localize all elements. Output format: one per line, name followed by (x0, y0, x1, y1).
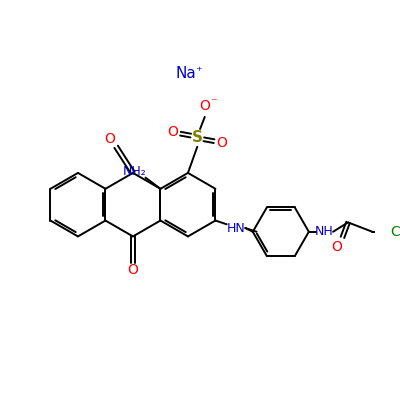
Text: O: O (332, 240, 342, 254)
Text: ⁺: ⁺ (195, 65, 202, 78)
Text: O: O (104, 132, 115, 146)
Text: ⁻: ⁻ (210, 96, 216, 109)
Text: NH: NH (314, 225, 333, 238)
Text: O: O (168, 125, 178, 139)
Text: HN: HN (227, 222, 245, 234)
Text: O: O (216, 136, 227, 150)
Text: S: S (192, 130, 203, 145)
Text: NH₂: NH₂ (122, 166, 146, 178)
Text: O: O (128, 263, 138, 277)
Text: Na: Na (176, 66, 196, 82)
Text: Cl: Cl (390, 225, 400, 239)
Text: O: O (199, 99, 210, 113)
